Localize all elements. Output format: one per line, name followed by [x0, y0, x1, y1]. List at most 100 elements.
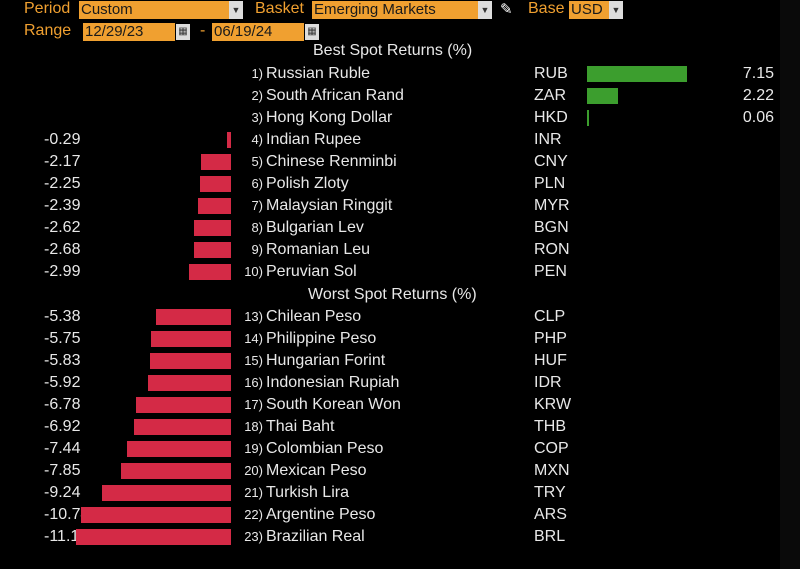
- negative-return-bar: [197, 198, 231, 214]
- negative-return-bar: [76, 529, 231, 545]
- return-value: -7.85: [44, 462, 81, 479]
- currency-code: BGN: [534, 219, 569, 236]
- negative-return-bar: [127, 441, 231, 457]
- currency-name: Russian Ruble: [266, 65, 371, 82]
- currency-row[interactable]: -11.11 23) Brazilian Real BRL: [0, 526, 800, 548]
- currency-row[interactable]: 2.22 2) South African Rand ZAR: [0, 85, 800, 107]
- currency-code: COP: [534, 440, 569, 457]
- basket-select[interactable]: Emerging Markets: [312, 1, 478, 19]
- currency-row[interactable]: -2.39 7) Malaysian Ringgit MYR: [0, 195, 800, 217]
- currency-name: Philippine Peso: [266, 330, 377, 347]
- currency-code: THB: [534, 418, 566, 435]
- currency-row[interactable]: -7.85 20) Mexican Peso MXN: [0, 460, 800, 482]
- currency-code: INR: [534, 131, 562, 148]
- currency-row[interactable]: -6.78 17) South Korean Won KRW: [0, 394, 800, 416]
- return-value: -2.39: [44, 197, 81, 214]
- rank-number: 23): [244, 529, 263, 544]
- currency-code: CNY: [534, 153, 568, 170]
- return-value: 0.06: [742, 109, 774, 126]
- return-value: -0.29: [44, 131, 81, 148]
- negative-return-bar: [102, 485, 231, 501]
- rank-number: 9): [251, 242, 263, 257]
- currency-name: Indian Rupee: [266, 131, 362, 148]
- currency-row[interactable]: -7.44 19) Colombian Peso COP: [0, 438, 800, 460]
- currency-name: Thai Baht: [266, 418, 335, 435]
- currency-name: South Korean Won: [266, 396, 401, 413]
- currency-row[interactable]: -5.38 13) Chilean Peso CLP: [0, 306, 800, 328]
- return-value: -2.62: [44, 219, 81, 236]
- rank-number: 1): [251, 66, 263, 81]
- positive-return-bar: [587, 66, 687, 82]
- negative-return-bar: [81, 507, 231, 523]
- return-value: -5.92: [44, 374, 81, 391]
- period-select[interactable]: Custom: [79, 1, 229, 19]
- currency-code: PEN: [534, 263, 567, 280]
- currency-row[interactable]: -5.83 15) Hungarian Forint HUF: [0, 350, 800, 372]
- return-value: -10.74: [44, 506, 90, 523]
- return-value: -9.24: [44, 484, 81, 501]
- currency-row[interactable]: -2.99 10) Peruvian Sol PEN: [0, 261, 800, 283]
- currency-row[interactable]: -2.68 9) Romanian Leu RON: [0, 239, 800, 261]
- rank-number: 19): [244, 441, 263, 456]
- currency-row[interactable]: -2.62 8) Bulgarian Lev BGN: [0, 217, 800, 239]
- toolbar: Period Custom ▼ Basket Emerging Markets …: [0, 0, 800, 44]
- rank-number: 17): [244, 397, 263, 412]
- base-select[interactable]: USD: [569, 1, 609, 19]
- currency-row[interactable]: 7.15 1) Russian Ruble RUB: [0, 63, 800, 85]
- best-returns-header: Best Spot Returns (%): [313, 42, 473, 59]
- basket-dropdown-icon[interactable]: ▼: [478, 1, 492, 19]
- range-end-calendar-icon[interactable]: ▦: [305, 24, 319, 40]
- rank-number: 3): [251, 110, 263, 125]
- currency-name: Chilean Peso: [266, 308, 362, 325]
- range-label: Range: [24, 22, 72, 39]
- currency-code: ARS: [534, 506, 567, 523]
- currency-row[interactable]: -2.25 6) Polish Zloty PLN: [0, 173, 800, 195]
- rank-number: 22): [244, 507, 263, 522]
- negative-return-bar: [189, 264, 231, 280]
- period-dropdown-icon[interactable]: ▼: [229, 1, 243, 19]
- currency-name: Hong Kong Dollar: [266, 109, 393, 126]
- currency-code: RUB: [534, 65, 568, 82]
- return-value: -5.75: [44, 330, 81, 347]
- pencil-icon[interactable]: ✎: [500, 1, 513, 18]
- rank-number: 8): [251, 220, 263, 235]
- positive-return-bar: [587, 110, 589, 126]
- return-value: -2.99: [44, 263, 81, 280]
- currency-row[interactable]: -10.74 22) Argentine Peso ARS: [0, 504, 800, 526]
- currency-row[interactable]: -0.29 4) Indian Rupee INR: [0, 129, 800, 151]
- currency-name: South African Rand: [266, 87, 404, 104]
- return-value: -7.44: [44, 440, 81, 457]
- currency-name: Colombian Peso: [266, 440, 384, 457]
- rank-number: 20): [244, 463, 263, 478]
- currency-code: BRL: [534, 528, 566, 545]
- negative-return-bar: [134, 419, 231, 435]
- negative-return-bar: [150, 331, 231, 347]
- rank-number: 16): [244, 375, 263, 390]
- currency-name: Argentine Peso: [266, 506, 376, 523]
- return-value: -5.38: [44, 308, 81, 325]
- base-dropdown-icon[interactable]: ▼: [609, 1, 623, 19]
- range-start-calendar-icon[interactable]: ▦: [176, 24, 190, 40]
- currency-row[interactable]: -6.92 18) Thai Baht THB: [0, 416, 800, 438]
- currency-name: Hungarian Forint: [266, 352, 386, 369]
- currency-name: Indonesian Rupiah: [266, 374, 400, 391]
- currency-code: RON: [534, 241, 570, 258]
- basket-label: Basket: [255, 0, 304, 17]
- rank-number: 21): [244, 485, 263, 500]
- rank-number: 18): [244, 419, 263, 434]
- range-start-input[interactable]: 12/29/23: [83, 23, 175, 41]
- negative-return-bar: [226, 132, 231, 148]
- currency-name: Chinese Renminbi: [266, 153, 397, 170]
- range-end-input[interactable]: 06/19/24: [212, 23, 304, 41]
- currency-row[interactable]: -5.75 14) Philippine Peso PHP: [0, 328, 800, 350]
- return-value: -2.17: [44, 153, 81, 170]
- currency-row[interactable]: 0.06 3) Hong Kong Dollar HKD: [0, 107, 800, 129]
- period-label: Period: [24, 0, 71, 17]
- return-value: -6.78: [44, 396, 81, 413]
- currency-row[interactable]: -5.92 16) Indonesian Rupiah IDR: [0, 372, 800, 394]
- return-value: 2.22: [742, 87, 774, 104]
- currency-row[interactable]: -9.24 21) Turkish Lira TRY: [0, 482, 800, 504]
- currency-row[interactable]: -2.17 5) Chinese Renminbi CNY: [0, 151, 800, 173]
- worst-returns-header: Worst Spot Returns (%): [308, 286, 477, 303]
- negative-return-bar: [193, 242, 231, 258]
